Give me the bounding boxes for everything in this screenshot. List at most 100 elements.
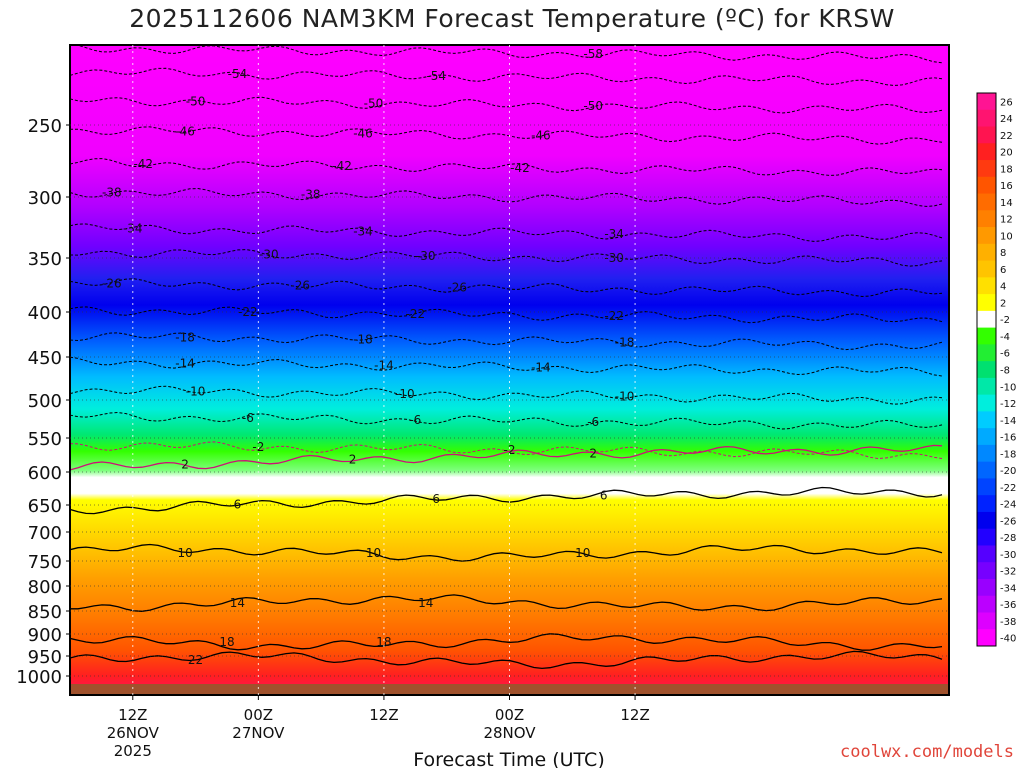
contour-label: -18 — [353, 332, 373, 346]
contour-label: -30 — [259, 247, 279, 261]
isotherm-line — [70, 543, 943, 562]
colorbar-label: 24 — [1000, 114, 1013, 125]
colorbar-swatch — [977, 411, 996, 429]
y-tick-label: 950 — [28, 647, 62, 668]
contour-label: 10 — [366, 546, 381, 560]
isotherm-line — [70, 278, 943, 298]
isotherm-line — [70, 594, 943, 612]
colorbar-label: 16 — [1000, 181, 1013, 192]
contour-label: 14 — [418, 596, 433, 610]
isotherm-line — [70, 126, 943, 145]
contour-label: -18 — [175, 330, 195, 344]
colorbar-label: -4 — [1000, 332, 1010, 343]
contour-label: 6 — [600, 488, 608, 502]
contour-label: 18 — [376, 635, 391, 649]
colorbar-label: 4 — [1000, 282, 1006, 293]
colorbar-label: -38 — [1000, 617, 1016, 628]
y-tick-label: 450 — [28, 348, 62, 369]
colorbar-swatch — [977, 528, 996, 546]
contour-label: -10 — [186, 384, 206, 398]
colorbar-label: -18 — [1000, 449, 1016, 460]
colorbar-frame — [976, 92, 997, 647]
colorbar-label: -14 — [1000, 416, 1016, 427]
isotherm-line — [70, 96, 943, 114]
colorbar-label: -36 — [1000, 600, 1016, 611]
colorbar-swatch — [977, 595, 996, 613]
contour-label: -14 — [531, 360, 551, 374]
y-tick-label: 400 — [28, 303, 62, 324]
x-tick-label: 12Z — [118, 706, 147, 724]
ground-strip — [70, 684, 949, 695]
colorbar-label: 26 — [1000, 97, 1013, 108]
contour-label: -50 — [364, 96, 384, 110]
contour-label: -30 — [416, 249, 436, 263]
colorbar-swatch — [977, 160, 996, 178]
colorbar-label: -2 — [1000, 315, 1010, 326]
colorbar-label: 14 — [1000, 198, 1013, 209]
colorbar-label: -26 — [1000, 516, 1016, 527]
isotherm-line — [70, 650, 943, 670]
colorbar-swatch — [977, 428, 996, 446]
colorbar-swatch — [977, 461, 996, 479]
contour-label: -2 — [504, 443, 516, 457]
colorbar-swatch — [977, 444, 996, 463]
colorbar-swatch — [977, 495, 996, 513]
colorbar-swatch — [977, 193, 996, 211]
contour-label: 2 — [349, 452, 357, 466]
contour-label: -26 — [290, 279, 310, 293]
isotherm-line — [74, 45, 943, 64]
y-tick-label: 850 — [28, 602, 62, 623]
colorbar-label: 22 — [1000, 131, 1013, 142]
contour-label: -14 — [374, 359, 394, 373]
contour-label: -6 — [409, 413, 421, 427]
contour-label: -54 — [228, 67, 248, 81]
colorbar-swatch — [977, 126, 996, 144]
y-tick-label: 350 — [28, 249, 62, 270]
contour-label: -26 — [102, 276, 122, 290]
colorbar-swatch — [977, 578, 996, 597]
contour-label: -34 — [604, 227, 624, 241]
contour-label: -14 — [175, 356, 195, 370]
colorbar-label: 2 — [1000, 298, 1006, 309]
colorbar-label: -32 — [1000, 567, 1016, 578]
x-tick-label: 28NOV — [483, 724, 536, 742]
credit-text: coolwx.com/models — [840, 742, 1014, 762]
contour-label: -50 — [186, 94, 206, 108]
colorbar-swatch — [977, 310, 996, 329]
colorbar-swatch — [977, 511, 996, 530]
contour-label: -42 — [133, 157, 153, 171]
colorbar-label: -20 — [1000, 466, 1016, 477]
colorbar-swatch — [977, 394, 996, 412]
y-tick-label: 550 — [28, 429, 62, 450]
contour-label: -46 — [531, 128, 551, 142]
isotherm-line — [70, 633, 943, 651]
contour-label: -42 — [332, 159, 352, 173]
y-tick-label: 300 — [28, 188, 62, 209]
contour-label: 22 — [188, 653, 203, 667]
isotherm-line — [70, 486, 943, 515]
contour-label: -50 — [583, 99, 603, 113]
contour-label: -54 — [426, 69, 446, 83]
contour-label: -26 — [447, 280, 467, 294]
y-tick-label: 600 — [28, 463, 62, 484]
colorbar-label: 10 — [1000, 231, 1013, 242]
contour-label: -34 — [123, 222, 143, 236]
contour-label: 6 — [432, 492, 440, 506]
contour-label: -6 — [587, 415, 599, 429]
colorbar-swatch — [977, 294, 996, 312]
colorbar-swatch — [977, 361, 996, 379]
isotherm-line — [70, 249, 943, 267]
colorbar-label: -12 — [1000, 399, 1016, 410]
y-tick-label: 900 — [28, 625, 62, 646]
colorbar-swatch — [977, 260, 996, 278]
contour-label: -22 — [406, 307, 426, 321]
colorbar-label: -30 — [1000, 550, 1016, 561]
colorbar-swatch — [977, 109, 996, 128]
isotherm-line — [70, 158, 943, 177]
colorbar-swatch — [977, 478, 996, 496]
isotherm-line — [70, 385, 943, 405]
isotherm-line — [70, 223, 943, 242]
colorbar-swatch — [977, 243, 996, 262]
colorbar-label: 6 — [1000, 265, 1006, 276]
